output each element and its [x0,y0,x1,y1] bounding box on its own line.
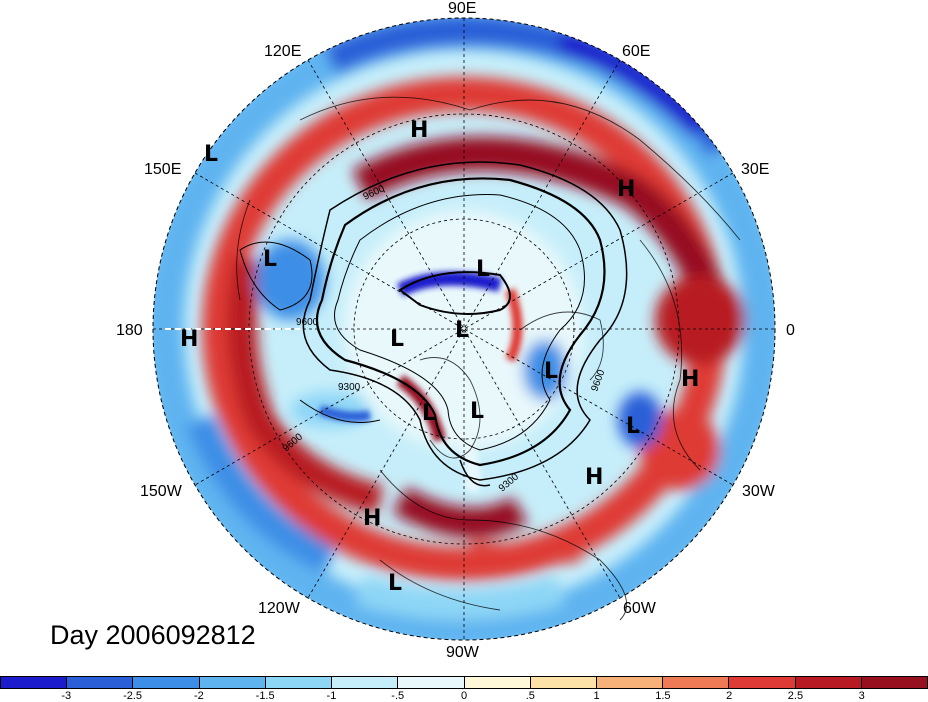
low-pressure-label: L [204,142,218,167]
colorbar [0,676,928,689]
lon-label-150w: 150W [140,483,183,500]
pressure-system-labels: H L H L L H L L L L L H L H H L [180,118,699,596]
high-pressure-label: H [410,118,428,143]
colorbar-tick-label: -2.5 [123,690,143,702]
low-pressure-label: L [476,257,490,282]
high-pressure-label: H [585,465,603,490]
lon-label-90w: 90W [446,644,480,660]
colorbar-segment [795,677,862,688]
colorbar-tick-label: 1.5 [655,690,671,702]
colorbar-tick-label: -3 [61,690,72,702]
longitude-labels: 90E 60E 30E 0 30W 60W 90W 120W 150W 180 … [116,0,795,660]
colorbar-segment [398,677,465,688]
colorbar-segment [729,677,796,688]
colorbar-segment [67,677,134,688]
high-pressure-label: H [180,327,198,352]
height-contours [239,161,628,487]
low-pressure-label: L [263,247,277,272]
colorbar-segment [199,677,266,688]
lon-label-120w: 120W [258,600,301,617]
coastlines [236,96,741,621]
day-title: Day 2006092812 [50,620,256,650]
colorbar-segment [464,677,531,688]
colorbar-tick-label: 1 [593,690,600,702]
colorbar-tick-label: 0 [460,690,468,702]
colorbar-tick-labels: -3 -2.5 -2 -1.5 -1 -.5 0 .5 1 1.5 2 2.5 3 [0,690,928,702]
anomaly-field [153,18,775,640]
colorbar-segment [1,677,68,688]
map-boundary [152,17,776,641]
lon-label-30w: 30W [742,483,776,500]
contour-label: 9300 [338,382,361,393]
colorbar-tick-label: 2 [726,690,733,702]
low-pressure-label: L [470,399,484,424]
low-pressure-label: L [626,414,640,439]
lon-label-90e: 90E [448,0,476,17]
colorbar-tick-label: -1 [326,690,337,702]
lon-label-30e: 30E [741,161,769,178]
colorbar-tick-label: -2 [193,690,204,702]
low-pressure-label: L [455,318,469,343]
lon-label-180: 180 [116,322,143,339]
colorbar-tick-label: -1.5 [255,690,275,702]
contour-label: 9600 [296,317,319,328]
colorbar-segment [265,677,333,688]
lon-label-60e: 60E [622,43,650,60]
colorbar-segment [530,677,597,688]
lon-label-150e: 150E [144,161,181,178]
colorbar-tick-label: 3 [858,690,865,702]
low-pressure-label: L [388,571,402,596]
low-pressure-label: L [390,327,404,352]
low-pressure-label: L [422,401,436,426]
low-pressure-label: L [544,359,558,384]
lon-label-120e: 120E [264,43,301,60]
colorbar-segment [332,677,399,688]
colorbar-tick-label: 2.5 [787,690,804,702]
colorbar-segment [133,677,200,688]
colorbar-tick-label: -.5 [391,690,405,702]
colorbar-segment [861,677,928,688]
high-pressure-label: H [363,506,381,531]
colorbar-tick-label: .5 [525,690,535,702]
colorbar-segment [663,677,730,688]
colorbar-segment [596,677,664,688]
high-pressure-label: H [617,177,635,202]
lon-label-0: 0 [786,322,795,339]
polar-stereographic-map: 90E 60E 30E 0 30W 60W 90W 120W 150W 180 … [116,0,795,660]
high-pressure-label: H [681,367,699,392]
lon-label-60w: 60W [623,600,657,617]
